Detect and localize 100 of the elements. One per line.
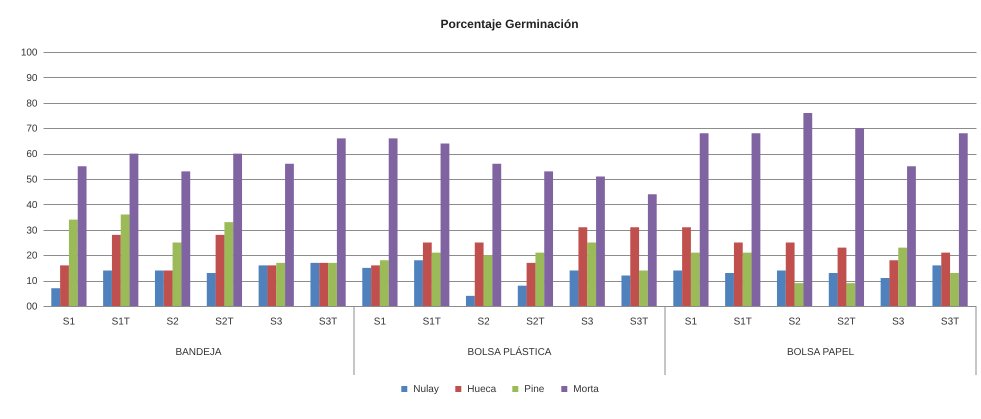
bar — [224, 222, 234, 306]
bar — [336, 138, 346, 306]
bar — [112, 234, 121, 306]
bar — [172, 242, 182, 306]
bar — [570, 270, 578, 306]
bar — [60, 265, 69, 306]
legend-label: Morta — [573, 384, 600, 395]
x-tick-label: S2T — [837, 316, 856, 328]
x-tick-label: S3 — [581, 316, 594, 328]
bar — [285, 164, 294, 306]
bar — [181, 171, 190, 306]
bar — [526, 262, 536, 306]
y-tick-label: 70 — [26, 124, 38, 135]
bar — [422, 242, 432, 306]
bar — [164, 270, 173, 306]
bar — [310, 262, 320, 306]
bar — [950, 272, 959, 306]
bar — [941, 252, 950, 306]
y-tick-label: 100 — [20, 48, 38, 58]
bar — [328, 262, 337, 306]
bar — [898, 248, 908, 306]
bar — [587, 242, 596, 306]
y-tick-label: 40 — [26, 200, 38, 211]
bar — [889, 260, 898, 306]
bar — [68, 220, 78, 306]
bar — [742, 252, 752, 306]
y-tick-label: 80 — [26, 98, 38, 110]
bar — [932, 265, 942, 306]
x-tick-label: S1 — [374, 316, 386, 328]
bar — [786, 242, 795, 306]
bar — [907, 166, 916, 306]
bar — [258, 265, 268, 306]
bar — [880, 278, 890, 306]
bar — [78, 166, 87, 306]
bar — [700, 133, 709, 306]
text: BOLSA PLÁSTICA — [468, 346, 552, 358]
bar — [206, 272, 216, 306]
bar — [414, 260, 423, 306]
bar — [734, 242, 743, 306]
y-tick-label: 90 — [26, 72, 38, 84]
bar — [958, 133, 968, 306]
x-tick-label: S1T — [422, 316, 441, 328]
bar — [596, 176, 605, 306]
x-tick-label: S2T — [215, 316, 234, 328]
bar — [630, 227, 640, 306]
bar — [432, 252, 441, 306]
x-tick-label: S1 — [62, 316, 76, 328]
bar — [154, 270, 164, 306]
x-tick-label: S1 — [684, 316, 698, 328]
bar — [474, 242, 484, 306]
bar — [216, 234, 224, 306]
bar — [578, 227, 588, 306]
x-tick-label: S2 — [477, 316, 490, 328]
text: BOLSA PAPEL — [786, 347, 854, 358]
bar — [535, 252, 544, 306]
bar — [466, 296, 475, 306]
bar — [639, 270, 648, 306]
x-tick-label: S3 — [892, 316, 905, 328]
y-tick-label: 60 — [26, 149, 38, 160]
bar — [51, 288, 60, 306]
bar — [828, 272, 838, 306]
bar — [673, 270, 682, 306]
x-tick-label: S3T — [318, 316, 338, 328]
bar — [440, 143, 450, 306]
legend-label: Hueca — [467, 384, 497, 395]
x-tick-label: S2T — [526, 316, 545, 328]
bar — [794, 283, 804, 306]
bar — [621, 276, 630, 306]
bar — [362, 268, 372, 306]
bar — [725, 272, 734, 306]
y-tick-label: 50 — [26, 174, 38, 186]
text: BANDEJA — [175, 347, 222, 358]
y-tick-label: 20 — [26, 250, 38, 262]
bar — [855, 128, 864, 306]
bar — [120, 214, 130, 306]
bar — [846, 283, 856, 306]
bar — [130, 154, 138, 306]
x-tick-label: S3T — [940, 316, 960, 328]
bar — [690, 252, 700, 306]
bar — [371, 265, 380, 306]
bar — [492, 164, 502, 306]
y-tick-label: 10 — [26, 276, 38, 288]
bar — [484, 255, 492, 306]
bar — [648, 194, 657, 306]
bar — [776, 270, 786, 306]
chart-title: Porcentaje Germinación — [440, 17, 579, 31]
x-tick-label: S1T — [112, 316, 130, 328]
x-tick-label: S3 — [270, 316, 283, 328]
bar — [838, 248, 846, 306]
bar — [380, 260, 389, 306]
bar — [682, 227, 691, 306]
bar — [319, 262, 328, 306]
bar — [803, 112, 812, 306]
bar — [544, 171, 554, 306]
bar — [276, 262, 286, 306]
bar — [267, 265, 276, 306]
x-tick-label: S3T — [630, 316, 648, 328]
legend-label: Pine — [524, 384, 545, 395]
x-tick-label: S2 — [166, 316, 180, 328]
legend-label: Nulay — [413, 384, 439, 395]
